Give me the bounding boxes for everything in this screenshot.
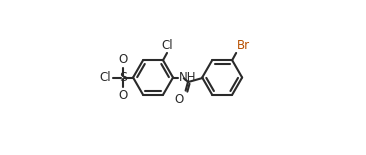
Text: O: O — [118, 53, 127, 66]
Text: O: O — [118, 89, 127, 102]
Text: S: S — [119, 71, 127, 84]
Text: Br: Br — [237, 39, 250, 52]
Text: NH: NH — [179, 71, 197, 84]
Text: O: O — [174, 93, 184, 106]
Text: Cl: Cl — [99, 71, 111, 84]
Text: Cl: Cl — [162, 39, 173, 52]
